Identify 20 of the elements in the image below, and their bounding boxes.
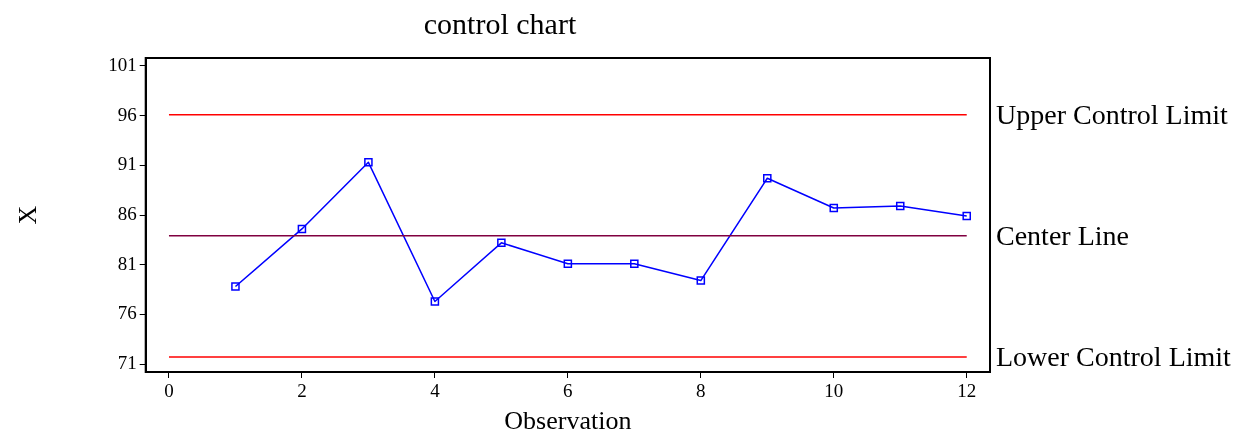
x-tick-label: 8	[696, 380, 706, 402]
y-tick-label: 76	[117, 302, 137, 324]
y-tick-label: 91	[117, 153, 137, 175]
y-tick-label: 96	[117, 103, 137, 125]
ref-line-label: Upper Control Limit	[996, 99, 1228, 130]
x-tick-label: 12	[957, 380, 977, 402]
y-axis-title: X	[13, 205, 43, 225]
x-tick-label: 4	[430, 380, 441, 402]
y-tick-label: 86	[117, 202, 137, 224]
x-tick-label: 10	[824, 380, 844, 402]
y-tick-label: 81	[117, 252, 137, 274]
x-tick-label: 0	[164, 380, 174, 402]
y-tick-label: 101	[108, 53, 137, 75]
ref-line-label: Center Line	[996, 220, 1129, 252]
x-tick-label: 2	[297, 380, 307, 402]
ref-line-label: Lower Control Limit	[996, 341, 1232, 373]
x-tick-label: 6	[563, 380, 573, 402]
y-tick-label: 71	[117, 352, 137, 374]
x-axis-title: Observation	[504, 406, 632, 436]
chart-title: control chart	[423, 6, 577, 40]
